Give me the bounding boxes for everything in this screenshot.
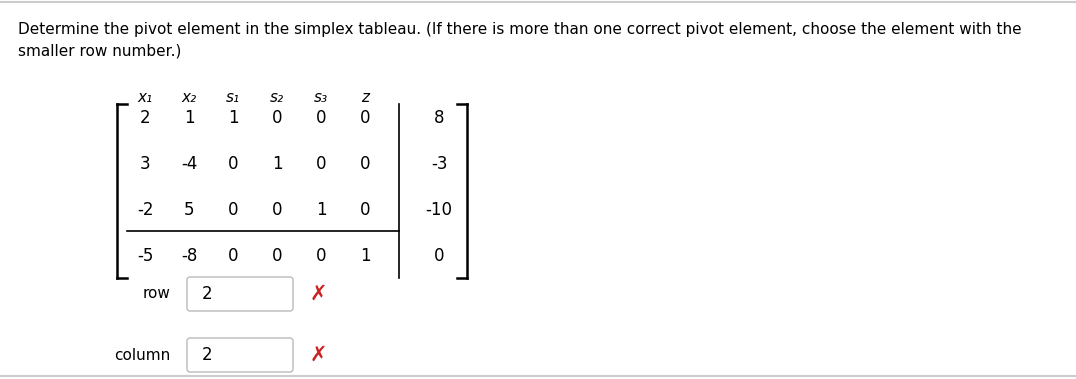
- Text: -3: -3: [430, 155, 448, 173]
- Text: 5: 5: [184, 201, 195, 219]
- Text: 0: 0: [315, 109, 326, 127]
- Text: 0: 0: [272, 109, 282, 127]
- Text: 0: 0: [272, 201, 282, 219]
- Text: 0: 0: [228, 201, 238, 219]
- Text: -4: -4: [181, 155, 197, 173]
- Text: 0: 0: [359, 201, 370, 219]
- Text: -8: -8: [181, 247, 197, 265]
- FancyBboxPatch shape: [187, 338, 293, 372]
- Text: -5: -5: [137, 247, 153, 265]
- Text: 0: 0: [315, 247, 326, 265]
- Text: 0: 0: [359, 155, 370, 173]
- Text: 8: 8: [434, 109, 444, 127]
- Text: column: column: [114, 348, 170, 362]
- Text: 2: 2: [140, 109, 151, 127]
- Text: 2: 2: [202, 346, 213, 364]
- Text: x₁: x₁: [138, 90, 153, 105]
- Text: s₁: s₁: [226, 90, 240, 105]
- Text: 1: 1: [315, 201, 326, 219]
- Text: 1: 1: [271, 155, 282, 173]
- Text: smaller row number.): smaller row number.): [18, 44, 182, 59]
- Text: 0: 0: [228, 155, 238, 173]
- Text: Determine the pivot element in the simplex tableau. (If there is more than one c: Determine the pivot element in the simpl…: [18, 22, 1021, 37]
- Text: 0: 0: [272, 247, 282, 265]
- Text: 0: 0: [359, 109, 370, 127]
- Text: -10: -10: [425, 201, 453, 219]
- Text: 0: 0: [434, 247, 444, 265]
- Text: ✗: ✗: [310, 284, 327, 304]
- FancyBboxPatch shape: [187, 277, 293, 311]
- Text: 1: 1: [228, 109, 238, 127]
- Text: -2: -2: [137, 201, 153, 219]
- Text: 0: 0: [228, 247, 238, 265]
- Text: x₂: x₂: [182, 90, 197, 105]
- Text: ✗: ✗: [310, 345, 327, 365]
- Text: 1: 1: [359, 247, 370, 265]
- Text: 2: 2: [202, 285, 213, 303]
- Text: row: row: [142, 287, 170, 302]
- Text: 3: 3: [140, 155, 151, 173]
- Text: 0: 0: [315, 155, 326, 173]
- Text: z: z: [362, 90, 369, 105]
- Text: s₃: s₃: [314, 90, 328, 105]
- Text: 1: 1: [184, 109, 195, 127]
- Text: s₂: s₂: [270, 90, 284, 105]
